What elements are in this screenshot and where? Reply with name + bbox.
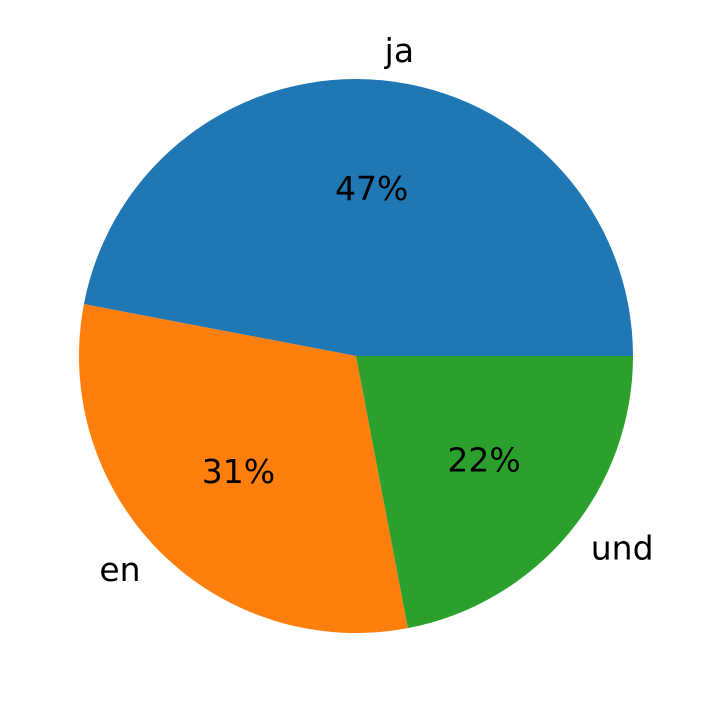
pie-slice-ja bbox=[83, 79, 633, 356]
slice-label-ja: ja bbox=[384, 31, 414, 70]
slice-percent-ja: 47% bbox=[335, 169, 408, 208]
slice-label-und: und bbox=[591, 529, 654, 568]
slice-label-en: en bbox=[99, 550, 140, 589]
pie-labels: ja 47% en 31% und 22% bbox=[99, 31, 653, 589]
slice-percent-en: 31% bbox=[202, 452, 275, 491]
slice-percent-und: 22% bbox=[447, 440, 520, 479]
pie-slices bbox=[79, 79, 633, 633]
pie-slice-und bbox=[356, 356, 633, 629]
pie-slice-en bbox=[79, 304, 408, 633]
